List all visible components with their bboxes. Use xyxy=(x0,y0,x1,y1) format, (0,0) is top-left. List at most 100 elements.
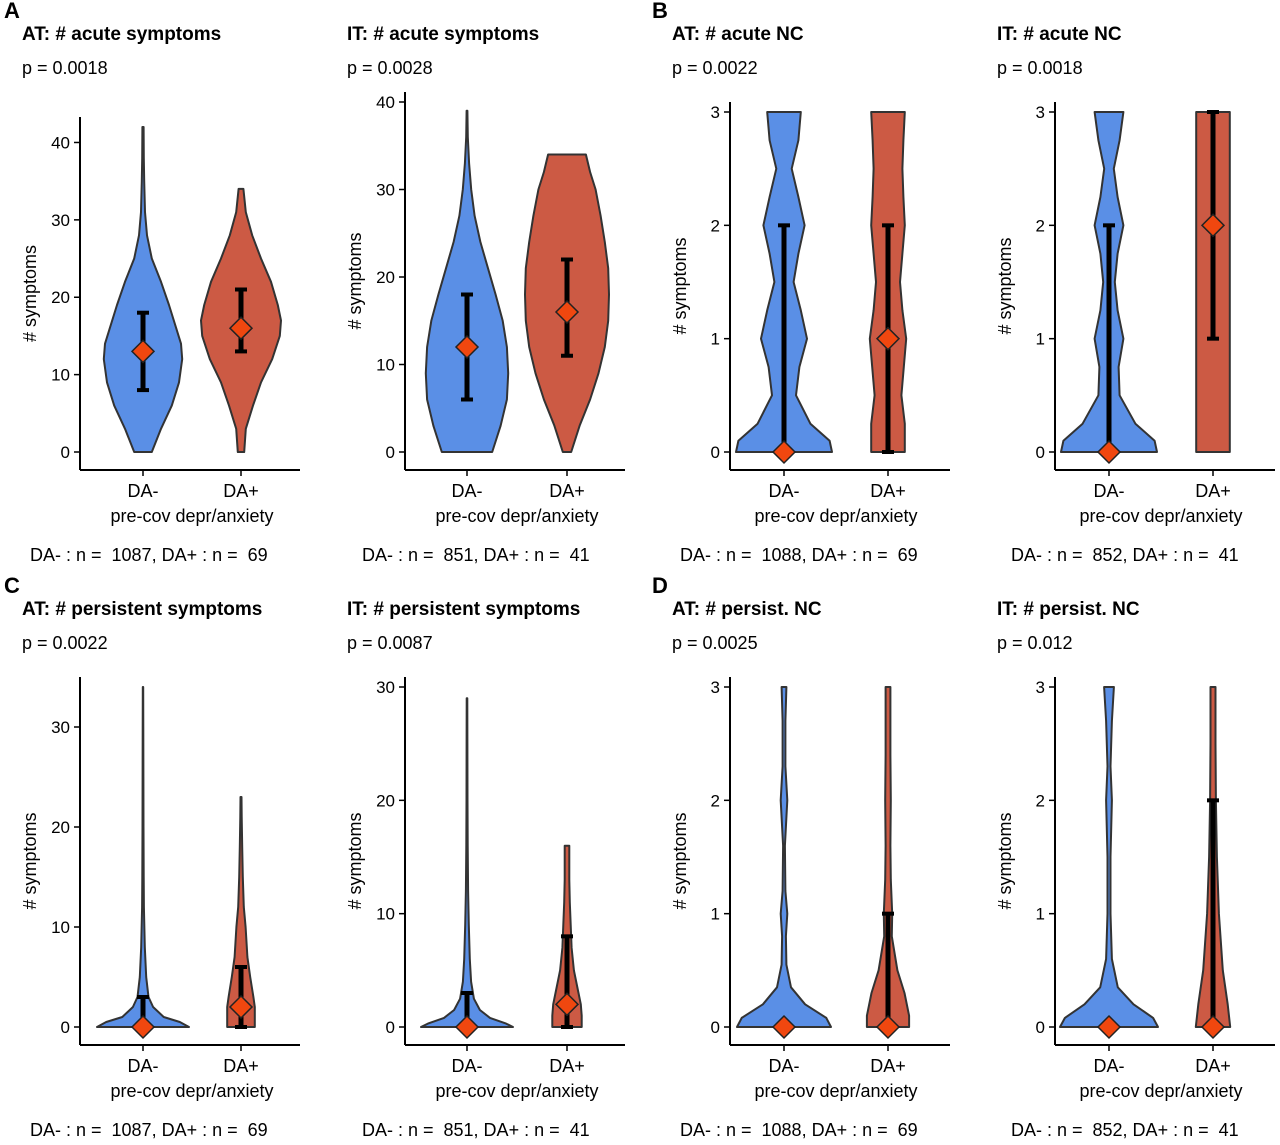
y-tick-label: 40 xyxy=(51,133,70,152)
x-axis-label: pre-cov depr/anxiety xyxy=(110,506,273,526)
y-tick-label: 2 xyxy=(711,216,720,235)
x-tick-label: DA- xyxy=(1094,1056,1125,1076)
y-axis-label: # symptoms xyxy=(995,812,1015,909)
median-marker xyxy=(130,1014,156,1040)
p-value: p = 0.0022 xyxy=(22,633,108,653)
sample-size-caption: DA- : n = 851, DA+ : n = 41 xyxy=(362,545,590,565)
median-marker xyxy=(454,334,480,360)
sample-size-caption: DA- : n = 852, DA+ : n = 41 xyxy=(1011,1120,1239,1140)
x-tick-label: DA+ xyxy=(223,481,259,501)
x-axis-label: pre-cov depr/anxiety xyxy=(110,1081,273,1101)
panel-title: AT: # acute NC xyxy=(672,24,804,45)
panel-title: IT: # persist. NC xyxy=(997,599,1140,620)
y-axis-label: # symptoms xyxy=(20,245,40,342)
y-tick-label: 0 xyxy=(386,1018,395,1037)
p-value: p = 0.0022 xyxy=(672,58,758,78)
median-marker xyxy=(875,326,901,351)
violin-da-minus xyxy=(96,686,190,1028)
x-axis-label: pre-cov depr/anxiety xyxy=(435,506,598,526)
panel-letter-c: C xyxy=(4,573,20,598)
x-tick-label: DA- xyxy=(1094,481,1125,501)
x-tick-label: DA- xyxy=(452,481,483,501)
y-tick-label: 2 xyxy=(1036,791,1045,810)
median-marker xyxy=(875,1014,901,1040)
panel-title: AT: # acute symptoms xyxy=(22,24,222,45)
y-tick-label: 0 xyxy=(61,443,70,462)
panel-letter-b: B xyxy=(652,0,668,23)
panel-title: IT: # acute NC xyxy=(997,24,1122,45)
y-tick-label: 2 xyxy=(711,791,720,810)
violin-panel: 0 1 2 3 # symptoms DA- DA+ pre-cov depr/anxiety xyxy=(670,677,950,1101)
y-tick-label: 1 xyxy=(1036,905,1045,924)
median-marker xyxy=(1096,1014,1122,1040)
y-tick-label: 3 xyxy=(711,678,720,697)
x-tick-label: DA+ xyxy=(1195,481,1231,501)
panel-letter-d: D xyxy=(652,573,668,598)
x-tick-label: DA- xyxy=(769,481,800,501)
panel-letter-a: A xyxy=(4,0,20,23)
violin-da-minus xyxy=(736,686,832,1028)
y-axis-label: # symptoms xyxy=(995,237,1015,334)
y-tick-label: 0 xyxy=(711,1018,720,1037)
violin-panel: 0 10 20 30 40 # symptoms DA- DA+ pre-cov depr/an… xyxy=(345,92,625,526)
p-value: p = 0.0018 xyxy=(22,58,108,78)
y-tick-label: 0 xyxy=(386,443,395,462)
violin-panel: 0 10 20 30 40 # symptoms DA- DA+ pre-cov depr/an… xyxy=(20,117,300,526)
median-marker xyxy=(228,994,254,1020)
p-value: p = 0.0087 xyxy=(347,633,433,653)
y-tick-label: 10 xyxy=(51,918,70,937)
violin-da-minus xyxy=(102,126,184,453)
p-value: p = 0.0025 xyxy=(672,633,758,653)
median-marker xyxy=(771,439,797,465)
x-axis-label: pre-cov depr/anxiety xyxy=(435,1081,598,1101)
y-tick-label: 3 xyxy=(1036,678,1045,697)
violin-da-minus xyxy=(1059,686,1159,1028)
y-tick-label: 10 xyxy=(376,356,395,375)
x-tick-label: DA+ xyxy=(1195,1056,1231,1076)
p-value: p = 0.012 xyxy=(997,633,1073,653)
violin-panel: 0 10 20 30 # symptoms DA- DA+ pre-cov depr/anxi… xyxy=(345,677,625,1101)
y-tick-label: 0 xyxy=(1036,1018,1045,1037)
sample-size-caption: DA- : n = 1087, DA+ : n = 69 xyxy=(30,545,268,565)
median-marker xyxy=(1096,439,1122,465)
x-tick-label: DA- xyxy=(128,1056,159,1076)
y-tick-label: 30 xyxy=(51,718,70,737)
y-tick-label: 1 xyxy=(711,905,720,924)
x-tick-label: DA+ xyxy=(870,1056,906,1076)
violin-da-plus xyxy=(226,796,256,1028)
x-tick-label: DA+ xyxy=(870,481,906,501)
panel-title: AT: # persist. NC xyxy=(672,599,822,620)
x-tick-label: DA- xyxy=(769,1056,800,1076)
y-tick-label: 20 xyxy=(51,818,70,837)
x-tick-label: DA- xyxy=(128,481,159,501)
x-axis-label: pre-cov depr/anxiety xyxy=(754,506,917,526)
median-marker xyxy=(454,1014,480,1040)
y-tick-label: 40 xyxy=(376,93,395,112)
violin-panel: 0 1 2 3 # symptoms DA- DA+ pre-cov depr/anxiety xyxy=(995,102,1275,526)
violin-panel: 0 1 2 3 # symptoms DA- DA+ pre-cov depr/anxiety xyxy=(670,102,950,526)
y-tick-label: 2 xyxy=(1036,216,1045,235)
y-tick-label: 10 xyxy=(51,366,70,385)
median-marker xyxy=(130,339,156,364)
y-tick-label: 0 xyxy=(711,443,720,462)
x-tick-label: DA+ xyxy=(223,1056,259,1076)
y-tick-label: 1 xyxy=(711,330,720,349)
panel-title: IT: # acute symptoms xyxy=(347,24,540,45)
median-marker xyxy=(771,1014,797,1040)
median-marker xyxy=(1200,1014,1226,1040)
panel-title: IT: # persistent symptoms xyxy=(347,599,581,620)
violin-da-minus xyxy=(420,697,514,1028)
y-axis-label: # symptoms xyxy=(20,812,40,909)
sample-size-caption: DA- : n = 851, DA+ : n = 41 xyxy=(362,1120,590,1140)
median-marker xyxy=(228,316,254,341)
x-tick-label: DA+ xyxy=(549,1056,585,1076)
median-marker xyxy=(554,992,580,1017)
violin-panel: 0 10 20 30 # symptoms DA- DA+ pre-cov depr/anxi… xyxy=(20,677,300,1101)
p-value: p = 0.0028 xyxy=(347,58,433,78)
y-axis-label: # symptoms xyxy=(345,232,365,329)
violin-panel: 0 1 2 3 # symptoms DA- DA+ pre-cov depr/anxiety xyxy=(995,677,1275,1101)
y-tick-label: 10 xyxy=(376,905,395,924)
x-tick-label: DA- xyxy=(452,1056,483,1076)
sample-size-caption: DA- : n = 1088, DA+ : n = 69 xyxy=(680,545,918,565)
y-tick-label: 1 xyxy=(1036,330,1045,349)
